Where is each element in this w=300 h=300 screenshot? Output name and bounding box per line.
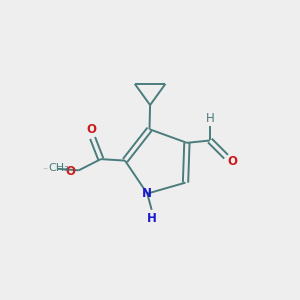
Text: O: O bbox=[86, 123, 96, 136]
Text: methyl: methyl bbox=[44, 168, 49, 169]
Text: O: O bbox=[66, 165, 76, 178]
Text: O: O bbox=[227, 155, 238, 169]
Text: CH₃: CH₃ bbox=[49, 163, 70, 173]
Text: N: N bbox=[142, 187, 152, 200]
Text: H: H bbox=[147, 212, 157, 224]
Text: H: H bbox=[206, 112, 214, 125]
